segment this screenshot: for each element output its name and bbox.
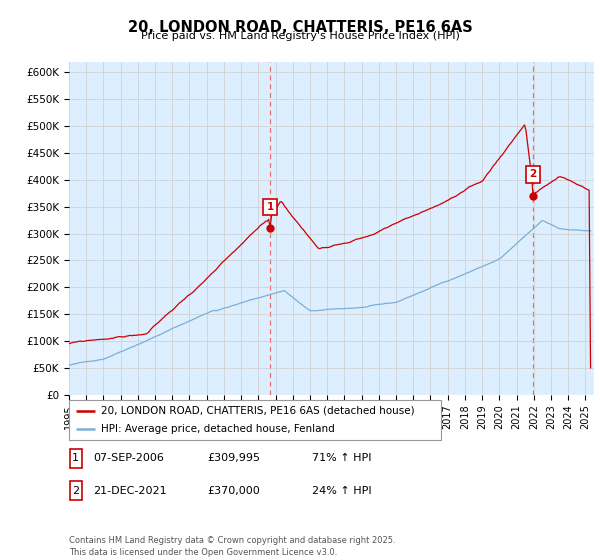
Text: 2: 2: [72, 486, 79, 496]
Text: Contains HM Land Registry data © Crown copyright and database right 2025.
This d: Contains HM Land Registry data © Crown c…: [69, 536, 395, 557]
FancyBboxPatch shape: [69, 400, 441, 440]
Text: 21-DEC-2021: 21-DEC-2021: [93, 486, 167, 496]
Text: £309,995: £309,995: [207, 453, 260, 463]
Text: 07-SEP-2006: 07-SEP-2006: [93, 453, 164, 463]
Text: 71% ↑ HPI: 71% ↑ HPI: [312, 453, 371, 463]
Text: Price paid vs. HM Land Registry's House Price Index (HPI): Price paid vs. HM Land Registry's House …: [140, 31, 460, 41]
FancyBboxPatch shape: [70, 449, 82, 468]
Text: 24% ↑ HPI: 24% ↑ HPI: [312, 486, 371, 496]
Text: HPI: Average price, detached house, Fenland: HPI: Average price, detached house, Fenl…: [101, 424, 334, 434]
Text: £370,000: £370,000: [207, 486, 260, 496]
Text: 20, LONDON ROAD, CHATTERIS, PE16 6AS (detached house): 20, LONDON ROAD, CHATTERIS, PE16 6AS (de…: [101, 406, 414, 416]
FancyBboxPatch shape: [70, 481, 82, 500]
Text: 1: 1: [266, 202, 274, 212]
Text: 20, LONDON ROAD, CHATTERIS, PE16 6AS: 20, LONDON ROAD, CHATTERIS, PE16 6AS: [128, 20, 472, 35]
Text: 1: 1: [72, 453, 79, 463]
Text: 2: 2: [530, 170, 537, 179]
